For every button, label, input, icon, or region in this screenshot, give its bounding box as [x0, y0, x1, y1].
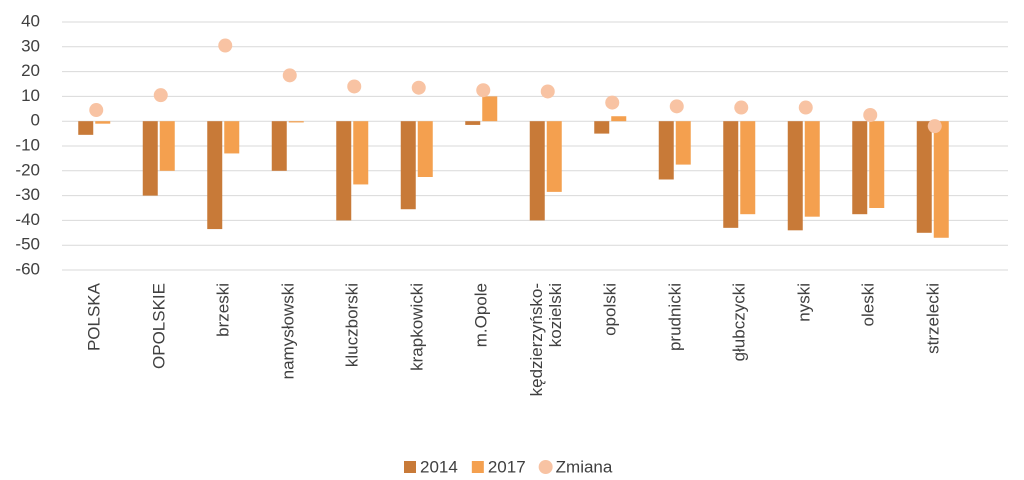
legend-label: 2017 [488, 457, 526, 476]
x-tick-label: oleski [858, 283, 878, 327]
x-tick-label: POLSKA [84, 283, 104, 352]
bar [723, 121, 739, 228]
bar [787, 121, 803, 231]
bar [465, 121, 481, 125]
marker [605, 95, 620, 110]
y-tick-label: 20 [21, 61, 40, 80]
bar [417, 121, 433, 177]
x-tick-label: prudnicki [665, 283, 685, 352]
marker [669, 99, 684, 114]
bar [95, 121, 111, 124]
bar [336, 121, 352, 221]
bar [271, 121, 287, 171]
bar [869, 121, 885, 208]
legend-label: Zmiana [556, 457, 613, 476]
legend-marker [538, 460, 553, 474]
y-tick-label: -30 [15, 185, 40, 204]
bar [933, 121, 949, 238]
marker [476, 83, 491, 98]
x-tick-label: m.Opole [471, 283, 491, 348]
y-tick-label: -10 [15, 135, 40, 154]
bar [482, 96, 498, 122]
marker [863, 108, 878, 122]
x-tick-label: brzeski [213, 283, 233, 337]
x-tick-label: głubczycki [729, 283, 749, 362]
bar [159, 121, 175, 171]
x-tick-label: kędzierzyńsko-kozielski [526, 283, 565, 397]
x-tick-label: kluczborski [342, 283, 362, 368]
bar [529, 121, 545, 221]
marker [927, 119, 942, 134]
bar [658, 121, 674, 180]
legend-label: 2014 [420, 457, 458, 476]
marker [282, 68, 297, 83]
bar [353, 121, 369, 185]
bar [852, 121, 868, 215]
bar [224, 121, 240, 154]
bar [546, 121, 562, 192]
y-tick-label: 10 [21, 86, 40, 105]
marker [153, 88, 168, 103]
y-tick-label: -50 [15, 235, 40, 254]
bar [288, 121, 304, 123]
marker [347, 79, 362, 94]
y-tick-label: 0 [31, 111, 40, 130]
marker [540, 84, 555, 99]
bar [78, 121, 94, 135]
marker [734, 100, 749, 115]
marker [411, 80, 426, 95]
bar [400, 121, 416, 210]
x-tick-label: OPOLSKIE [149, 283, 169, 369]
legend-marker [404, 461, 416, 473]
x-tick-label: krapkowicki [407, 283, 427, 371]
x-tick-label: opolski [600, 283, 620, 336]
marker [89, 103, 104, 118]
bar [740, 121, 756, 215]
y-tick-label: 30 [21, 36, 40, 55]
bar [611, 116, 627, 122]
legend-marker [471, 461, 484, 473]
y-tick-label: -20 [15, 160, 40, 179]
bar [594, 121, 610, 134]
x-tick-label: nyski [794, 283, 814, 322]
bar [142, 121, 158, 196]
bar [916, 121, 932, 233]
bar [804, 121, 820, 217]
marker [798, 100, 813, 115]
y-tick-label: -40 [15, 210, 40, 229]
x-tick-label: strzelecki [923, 283, 943, 354]
bar [675, 121, 691, 165]
y-tick-label: -60 [15, 259, 40, 278]
x-tick-label: namysłowski [278, 283, 298, 380]
marker [218, 38, 233, 53]
y-tick-label: 40 [21, 11, 40, 30]
bar [207, 121, 223, 230]
